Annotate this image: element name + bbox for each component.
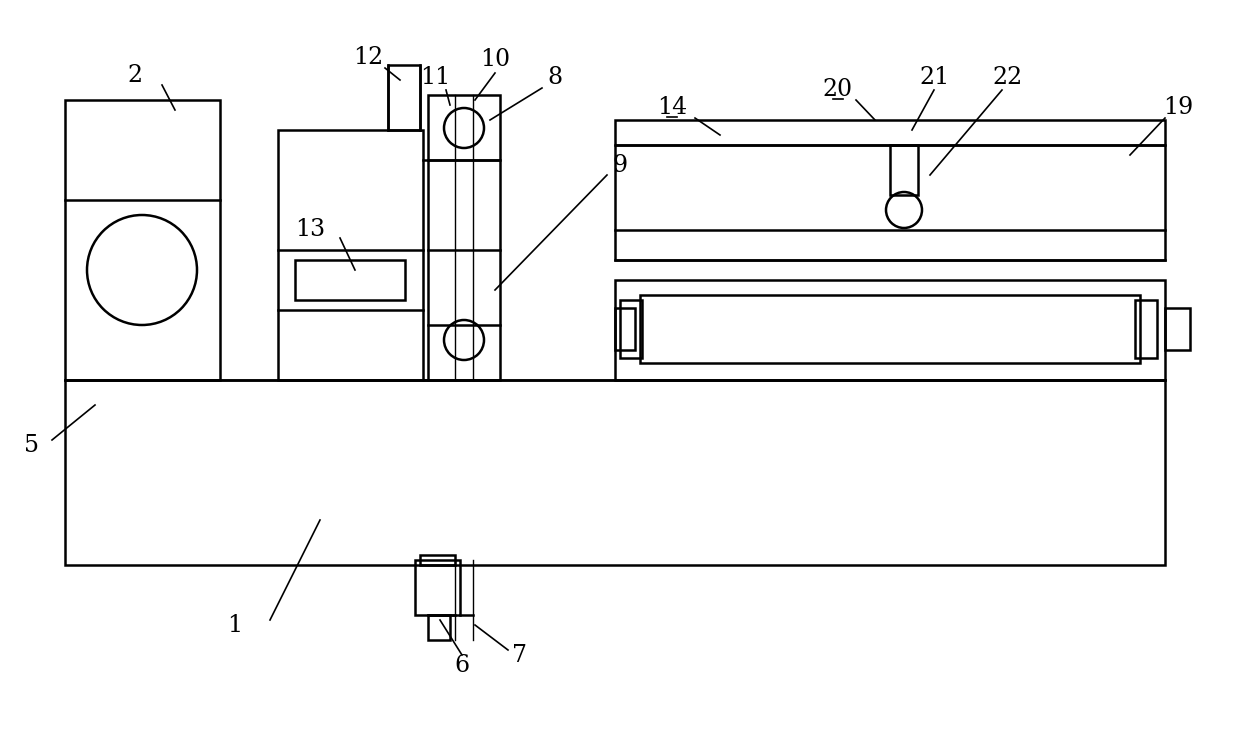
Bar xyxy=(64,380,1166,565)
Text: 14: 14 xyxy=(657,96,687,120)
Text: 1: 1 xyxy=(227,613,243,637)
Text: 21: 21 xyxy=(920,66,950,90)
Bar xyxy=(428,615,450,640)
Bar xyxy=(278,130,423,380)
Text: 7: 7 xyxy=(512,644,527,666)
Bar xyxy=(428,95,500,160)
Bar xyxy=(640,295,1140,363)
Bar xyxy=(615,120,1166,145)
Text: 13: 13 xyxy=(295,218,325,242)
Text: 9: 9 xyxy=(613,153,627,177)
Bar xyxy=(615,308,635,350)
Bar xyxy=(890,145,918,195)
Text: 22: 22 xyxy=(993,66,1023,90)
Text: 20: 20 xyxy=(823,79,853,101)
Text: 10: 10 xyxy=(480,48,510,72)
Bar xyxy=(388,65,420,130)
Text: 11: 11 xyxy=(420,66,450,90)
Bar xyxy=(615,145,1166,260)
Text: 6: 6 xyxy=(454,653,470,677)
Bar xyxy=(64,100,219,380)
Text: 8: 8 xyxy=(547,66,563,90)
Bar xyxy=(620,300,642,358)
Bar xyxy=(428,160,500,380)
Text: 5: 5 xyxy=(25,434,40,456)
Bar xyxy=(1166,308,1190,350)
Bar xyxy=(420,555,455,565)
Text: 12: 12 xyxy=(353,47,383,69)
Bar xyxy=(295,260,405,300)
Text: 2: 2 xyxy=(128,64,143,86)
Bar xyxy=(615,280,1166,380)
Text: 19: 19 xyxy=(1163,96,1193,120)
Bar xyxy=(415,560,460,615)
Bar xyxy=(1135,300,1157,358)
